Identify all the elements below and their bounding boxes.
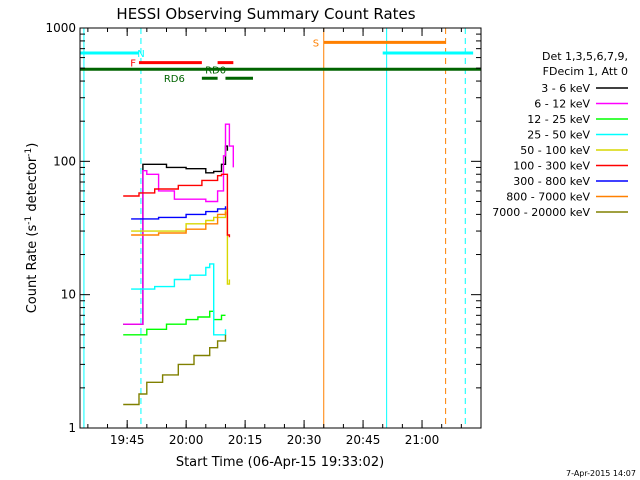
segment-label-n: N <box>137 49 144 60</box>
legend-header-2: FDecim 1, Att 0 <box>543 65 628 78</box>
series-50-100-kev <box>131 208 231 285</box>
legend-label-300-800-kev: 300 - 800 keV <box>513 175 590 188</box>
x-tick-label-20-45: 20:45 <box>346 433 381 447</box>
x-tick-label-20-15: 20:15 <box>228 433 263 447</box>
series-line-6-12-kev <box>123 123 234 325</box>
series-300-800-kev <box>131 206 227 220</box>
y-tick-label-1000: 1000 <box>45 21 76 35</box>
series-layer <box>123 123 234 406</box>
legend-label-3-6-kev: 3 - 6 keV <box>541 82 590 95</box>
segment-label-f: F <box>130 59 136 70</box>
x-tick-label-19-45: 19:45 <box>110 433 145 447</box>
legend-header-1: Det 1,3,5,6,7,9, <box>542 50 628 63</box>
series-line-7000-20000-kev <box>123 334 227 406</box>
series-line-100-300-kev <box>123 173 231 238</box>
y-tick-label-1: 1 <box>68 421 76 435</box>
series-line-800-7000-kev <box>131 211 227 236</box>
legend-label-6-12-kev: 6 - 12 keV <box>534 98 590 111</box>
timestamp: 7-Apr-2015 14:07 <box>566 469 636 478</box>
series-line-50-100-kev <box>131 208 231 285</box>
segment-label-s: S <box>313 38 319 49</box>
series-25-50-kev <box>131 263 227 336</box>
legend-label-25-50-kev: 25 - 50 keV <box>527 129 590 142</box>
vlines-layer <box>83 28 466 428</box>
x-axis-label: Start Time (06-Apr-15 19:33:02) <box>176 455 384 470</box>
segments-layer: NF RD0 RD6 S <box>80 38 481 85</box>
legend-label-7000-20000-kev: 7000 - 20000 keV <box>492 206 590 219</box>
legend: Det 1,3,5,6,7,9, FDecim 1, Att 0 3 - 6 keV… <box>492 50 628 219</box>
y-axis-ticks: 1 10 100 1000 <box>45 21 481 435</box>
series-line-25-50-kev <box>131 263 227 336</box>
legend-label-800-7000-kev: 800 - 7000 keV <box>506 191 590 204</box>
segment-label-rd6: RD6 <box>164 74 185 85</box>
series-800-7000-kev <box>131 211 227 236</box>
chart-title: HESSI Observing Summary Count Rates <box>116 5 415 23</box>
x-axis-ticks: 19:45 20:00 20:15 20:30 20:45 21:00 <box>87 28 482 447</box>
series-7000-20000-kev <box>123 334 227 406</box>
legend-label-12-25-kev: 12 - 25 keV <box>527 113 590 126</box>
plot-frame <box>79 27 482 429</box>
y-axis-label: Count Rate (s-1 detector-1) <box>24 143 40 314</box>
y-tick-label-100: 100 <box>53 154 76 168</box>
series-6-12-kev <box>123 123 234 325</box>
x-tick-label-21-00: 21:00 <box>405 433 440 447</box>
y-tick-label-10: 10 <box>61 288 76 302</box>
segment-label-rd0: RD0 <box>205 65 226 76</box>
x-tick-label-20-00: 20:00 <box>169 433 204 447</box>
legend-label-100-300-kev: 100 - 300 keV <box>513 160 590 173</box>
x-tick-label-20-30: 20:30 <box>287 433 322 447</box>
legend-label-50-100-kev: 50 - 100 keV <box>520 144 590 157</box>
series-100-300-kev <box>123 173 231 238</box>
series-12-25-kev <box>123 310 226 336</box>
series-line-12-25-kev <box>123 310 226 336</box>
series-line-300-800-kev <box>131 206 227 220</box>
